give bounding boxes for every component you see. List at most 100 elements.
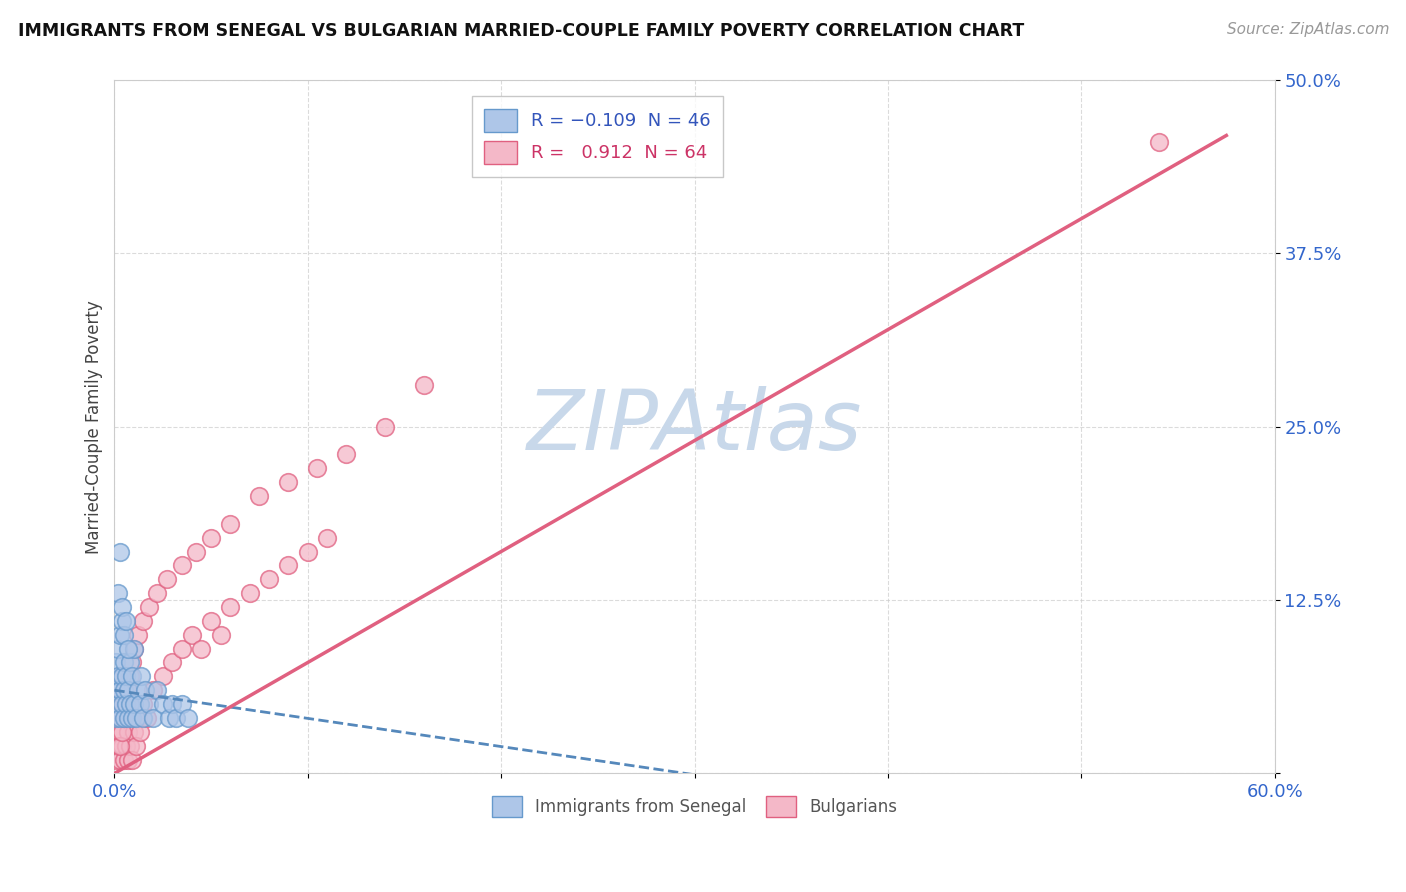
Point	[209, 628, 232, 642]
Point	[115, 683, 138, 698]
Point	[108, 739, 131, 753]
Point	[132, 614, 155, 628]
Point	[112, 753, 135, 767]
Text: ZIPAtlas: ZIPAtlas	[527, 386, 862, 467]
Text: IMMIGRANTS FROM SENEGAL VS BULGARIAN MARRIED-COUPLE FAMILY POVERTY CORRELATION C: IMMIGRANTS FROM SENEGAL VS BULGARIAN MAR…	[18, 22, 1025, 40]
Point	[132, 711, 155, 725]
Point	[111, 599, 134, 614]
Point	[108, 544, 131, 558]
Point	[200, 531, 222, 545]
Point	[156, 572, 179, 586]
Point	[111, 697, 134, 711]
Point	[146, 586, 169, 600]
Point	[165, 711, 187, 725]
Point	[239, 586, 262, 600]
Point	[117, 683, 139, 698]
Point	[115, 669, 138, 683]
Point	[121, 669, 143, 683]
Point	[108, 683, 131, 698]
Point	[138, 697, 160, 711]
Point	[112, 628, 135, 642]
Point	[105, 656, 128, 670]
Point	[200, 614, 222, 628]
Point	[112, 683, 135, 698]
Point	[107, 683, 129, 698]
Point	[125, 739, 148, 753]
Point	[142, 711, 165, 725]
Point	[172, 558, 194, 573]
Point	[118, 669, 141, 683]
Point	[121, 753, 143, 767]
Point	[316, 531, 339, 545]
Point	[112, 711, 135, 725]
Point	[122, 724, 145, 739]
Point	[111, 614, 134, 628]
Point	[172, 641, 194, 656]
Point	[121, 656, 143, 670]
Point	[219, 516, 242, 531]
Point	[108, 711, 131, 725]
Point	[111, 697, 134, 711]
Point	[180, 628, 202, 642]
Point	[117, 724, 139, 739]
Point	[112, 711, 135, 725]
Point	[146, 683, 169, 698]
Point	[152, 669, 174, 683]
Point	[136, 711, 159, 725]
Point	[111, 739, 134, 753]
Point	[107, 641, 129, 656]
Point	[128, 697, 150, 711]
Point	[105, 683, 128, 698]
Point	[257, 572, 280, 586]
Legend: Immigrants from Senegal, Bulgarians: Immigrants from Senegal, Bulgarians	[485, 789, 904, 824]
Point	[118, 697, 141, 711]
Point	[105, 711, 128, 725]
Point	[117, 641, 139, 656]
Point	[108, 753, 131, 767]
Point	[107, 711, 129, 725]
Point	[128, 724, 150, 739]
Point	[177, 711, 200, 725]
Point	[249, 489, 271, 503]
Point	[107, 739, 129, 753]
Point	[111, 724, 134, 739]
Point	[184, 544, 207, 558]
Point	[277, 558, 299, 573]
Point	[134, 683, 156, 698]
Point	[115, 697, 138, 711]
Point	[107, 669, 129, 683]
Point	[115, 739, 138, 753]
Point	[108, 724, 131, 739]
Point	[172, 697, 194, 711]
Point	[277, 475, 299, 490]
Point	[122, 641, 145, 656]
Point	[111, 669, 134, 683]
Point	[1147, 136, 1170, 150]
Point	[335, 447, 357, 461]
Point	[157, 711, 180, 725]
Point	[105, 753, 128, 767]
Point	[105, 724, 128, 739]
Point	[142, 683, 165, 698]
Point	[118, 656, 141, 670]
Point	[117, 711, 139, 725]
Point	[307, 461, 329, 475]
Point	[112, 656, 135, 670]
Point	[117, 683, 139, 698]
Point	[125, 711, 148, 725]
Y-axis label: Married-Couple Family Poverty: Married-Couple Family Poverty	[86, 300, 103, 554]
Point	[190, 641, 212, 656]
Point	[115, 614, 138, 628]
Point	[118, 739, 141, 753]
Point	[127, 628, 149, 642]
Point	[118, 697, 141, 711]
Point	[107, 697, 129, 711]
Point	[138, 599, 160, 614]
Point	[162, 697, 184, 711]
Point	[412, 378, 434, 392]
Point	[374, 419, 396, 434]
Point	[108, 669, 131, 683]
Point	[131, 669, 153, 683]
Point	[162, 656, 184, 670]
Point	[108, 628, 131, 642]
